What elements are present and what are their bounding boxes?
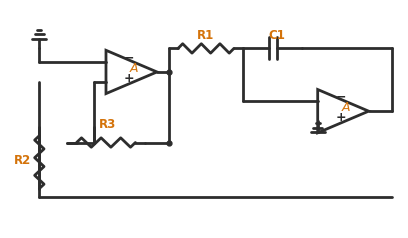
Text: R3: R3 [99, 118, 117, 131]
Text: A: A [341, 101, 350, 114]
Text: −: − [335, 91, 346, 104]
Text: +: + [124, 72, 134, 85]
Text: C1: C1 [268, 29, 285, 42]
Text: −: − [124, 51, 134, 64]
Text: A: A [130, 62, 138, 75]
Text: R2: R2 [14, 154, 31, 167]
Text: R1: R1 [197, 29, 215, 42]
Text: +: + [335, 111, 346, 124]
